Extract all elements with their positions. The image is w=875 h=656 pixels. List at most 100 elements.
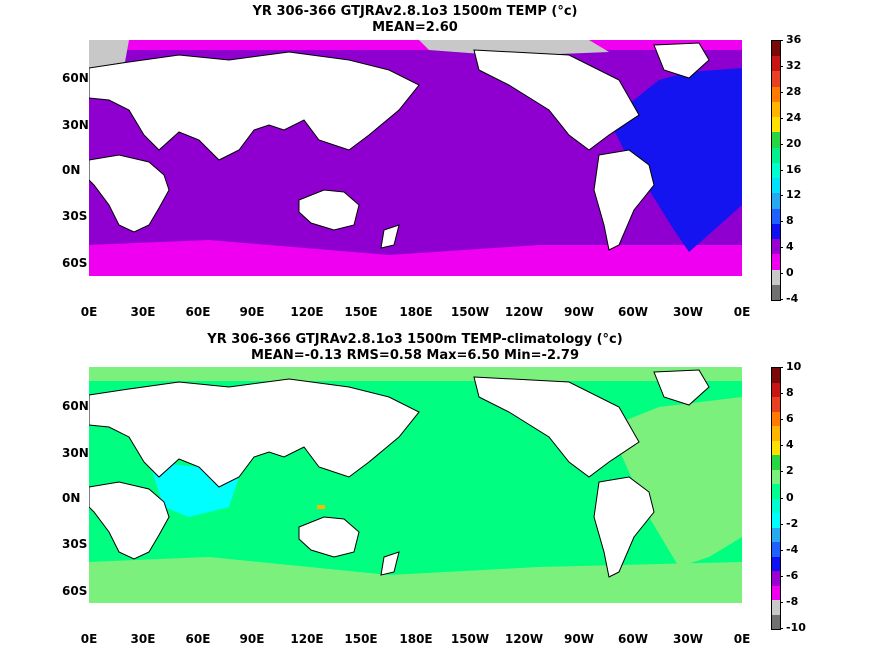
map2-warm-anomaly-spot <box>317 505 325 509</box>
map1-north-america <box>473 49 640 151</box>
map2-xlabel: 60E <box>185 632 211 646</box>
colorbar-swatch <box>772 585 780 600</box>
map2-southern-band <box>89 557 742 607</box>
colorbar-swatch <box>772 56 780 72</box>
colorbar-tick-label: 20 <box>786 136 802 150</box>
colorbar-swatch <box>772 117 780 133</box>
map1-ylabel-60n: 60N <box>62 71 89 85</box>
colorbar-swatch <box>772 614 780 629</box>
colorbar-tick <box>780 367 783 368</box>
map2-ylabel-30n: 30N <box>62 446 89 460</box>
map2-ylabel-30s: 30S <box>62 537 88 551</box>
map1-xlabel: 90W <box>564 305 594 319</box>
map2-new-zealand <box>380 551 400 576</box>
map2-xlabel: 30W <box>673 632 703 646</box>
colorbar-tick <box>780 628 783 629</box>
colorbar-swatch <box>772 556 780 571</box>
colorbar-swatch <box>772 527 780 542</box>
map1-ylabel-0n: 0N <box>62 163 81 177</box>
map1-xlabel: 30W <box>673 305 703 319</box>
map1-xlabel: 0E <box>80 305 98 319</box>
map2-africa <box>89 481 170 560</box>
colorbar-tick-label: 32 <box>786 58 802 72</box>
map2-xlabel: 90W <box>564 632 594 646</box>
map1-eurasia <box>89 51 420 161</box>
colorbar-tick-label: 24 <box>786 110 802 124</box>
map1-arctic-band <box>89 40 742 50</box>
colorbar-tick <box>780 195 783 197</box>
map1-antarctica <box>89 276 742 301</box>
colorbar-swatch <box>772 147 780 163</box>
map2-xlabel: 150W <box>450 632 490 646</box>
map2-greenland <box>653 369 710 406</box>
map1-greenland <box>653 42 710 79</box>
map2-xlabel: 120W <box>504 632 544 646</box>
map2-xlabel: 0E <box>80 632 98 646</box>
map2-continents <box>89 369 710 578</box>
colorbar-tick-label: 8 <box>786 386 794 400</box>
colorbar-tick <box>780 523 783 525</box>
map2-ylabel-0n: 0N <box>62 491 81 505</box>
map1-plot-area <box>89 40 742 301</box>
colorbar-swatch <box>772 284 780 300</box>
map2-north-america <box>473 376 640 478</box>
map1-southern-band <box>89 240 742 280</box>
colorbar-swatch <box>772 223 780 240</box>
colorbar-tick-label: 16 <box>786 162 802 176</box>
colorbar-tick-label: 4 <box>786 240 794 254</box>
map1-xlabel: 60W <box>618 305 648 319</box>
map1-xlabel: 150E <box>344 305 378 319</box>
map2-xlabel: 90E <box>239 632 265 646</box>
map1-south-america <box>593 149 655 251</box>
map2-map <box>89 367 742 628</box>
colorbar-tick <box>780 575 783 577</box>
map1-ylabel-60s: 60S <box>62 256 88 270</box>
map2-arctic-band <box>89 367 742 381</box>
map2-xlabel: 120E <box>290 632 324 646</box>
colorbar-tick-label: 0 <box>786 490 794 504</box>
colorbar-tick <box>780 393 783 395</box>
colorbar-tick <box>780 247 783 249</box>
colorbar-tick <box>780 40 783 41</box>
colorbar-tick-label: -4 <box>786 292 799 305</box>
map1-xlabel: 150W <box>450 305 490 319</box>
map2-xlabel: 180E <box>399 632 433 646</box>
map2-xlabel: 60W <box>618 632 648 646</box>
colorbar-tick <box>780 549 783 551</box>
colorbar-swatch <box>772 41 780 57</box>
map2-plot-area <box>89 367 742 628</box>
colorbar-swatch <box>772 455 780 470</box>
colorbar-swatch <box>772 382 780 397</box>
colorbar-tick <box>780 91 783 93</box>
map1-colorbar <box>771 40 781 301</box>
map2-xlabel: 0E <box>733 632 751 646</box>
colorbar-swatch <box>772 86 780 102</box>
map1-xlabel: 120E <box>290 305 324 319</box>
map2-ylabel-60n: 60N <box>62 399 89 413</box>
map1-africa <box>89 154 170 233</box>
colorbar-swatch <box>772 101 780 118</box>
colorbar-swatch <box>772 440 780 455</box>
map1-xlabel: 30E <box>130 305 156 319</box>
map1-new-zealand <box>380 224 400 249</box>
map1-ylabel-30s: 30S <box>62 209 88 223</box>
colorbar-tick <box>780 65 783 67</box>
map1-title-line1: YR 306-366 GTJRAv2.8.1o3 1500m TEMP (°c) <box>252 4 578 19</box>
map2-australia <box>298 516 360 558</box>
map1-continents <box>89 42 710 251</box>
colorbar-tick <box>780 601 783 603</box>
colorbar-swatch <box>772 426 780 441</box>
colorbar-swatch <box>772 71 780 87</box>
colorbar-tick-label: 0 <box>786 266 794 280</box>
colorbar-tick-label: 6 <box>786 412 794 426</box>
map1-title-line2: MEAN=2.60 <box>372 20 458 35</box>
map2-south-america <box>593 476 655 578</box>
colorbar-tick <box>780 221 783 223</box>
map1-atlantic-blue <box>609 68 742 252</box>
colorbar-tick-label: 12 <box>786 188 802 202</box>
colorbar-swatch <box>772 571 780 586</box>
map2-ylabel-60s: 60S <box>62 584 88 598</box>
colorbar-tick <box>780 445 783 447</box>
colorbar-tick-label: -4 <box>786 542 799 556</box>
colorbar-swatch <box>772 269 780 285</box>
